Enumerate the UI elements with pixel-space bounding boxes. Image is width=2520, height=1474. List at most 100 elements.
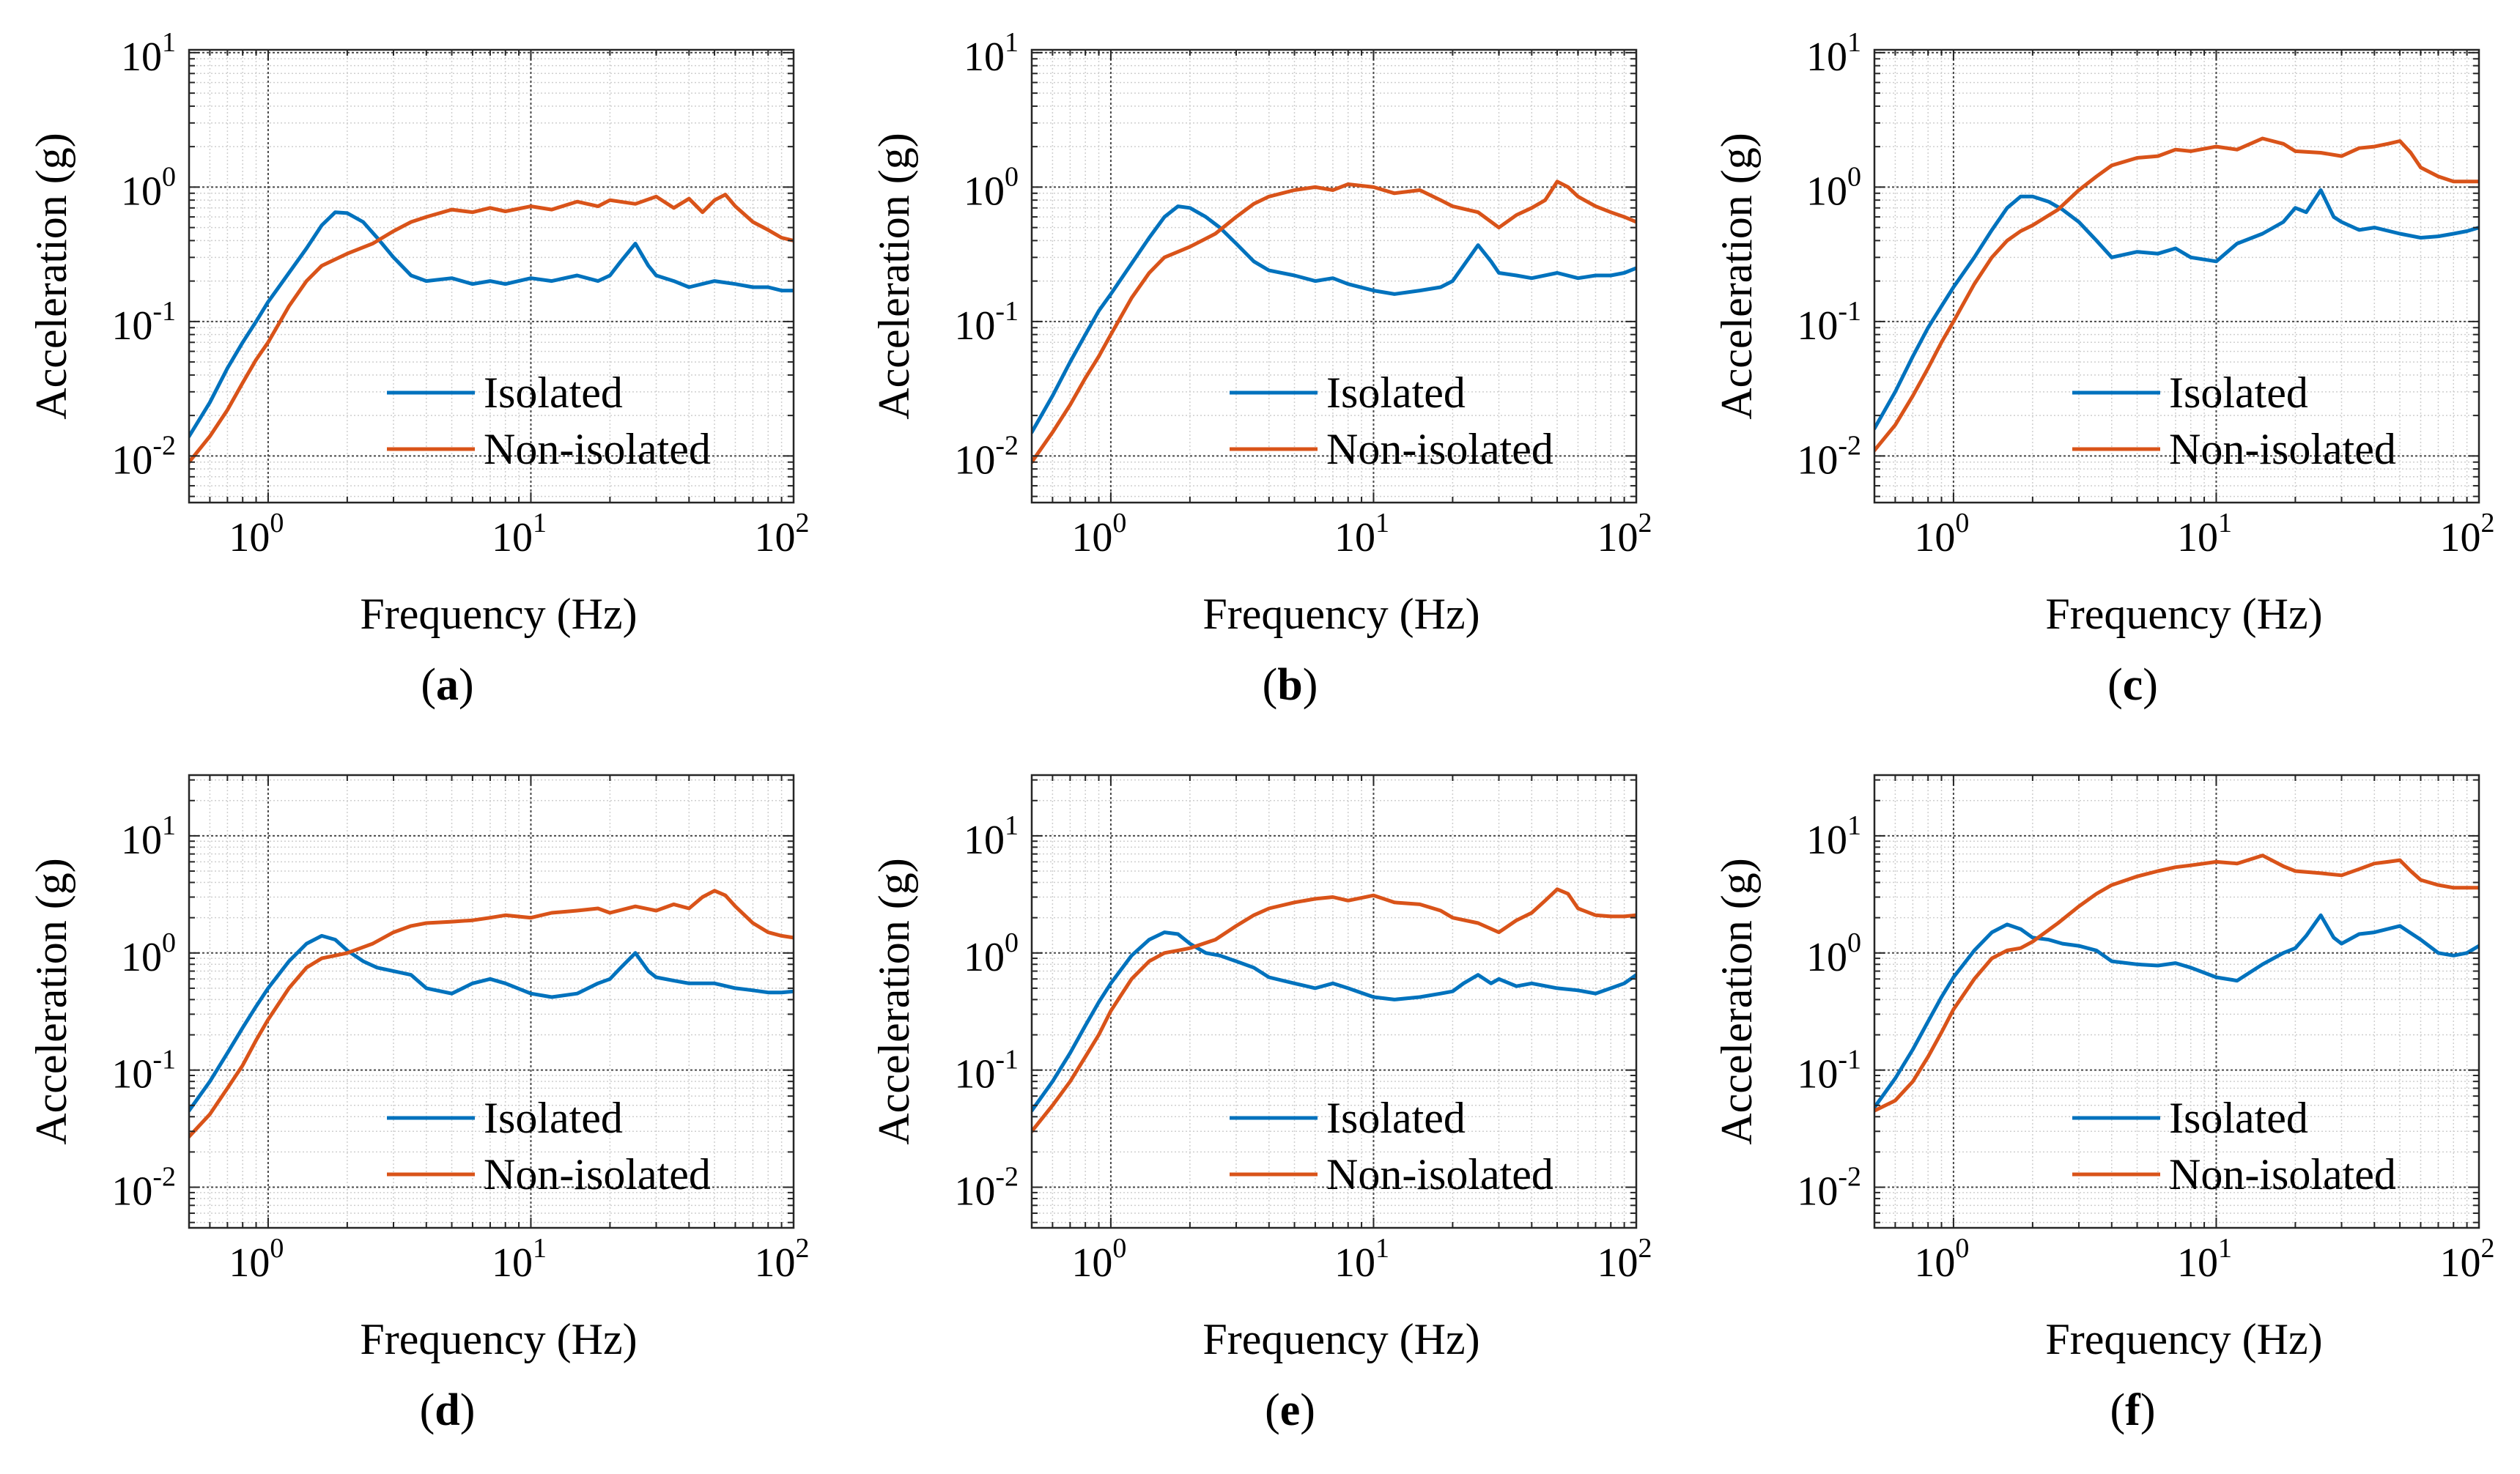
y-tick-label: 10-2 (1797, 1162, 1861, 1215)
plot-area (189, 775, 794, 1228)
y-tick-exponent: 1 (1005, 810, 1019, 841)
panel-caption-letter: f (2125, 1385, 2141, 1435)
tick-marks (1032, 775, 1636, 1228)
grid (1874, 50, 2479, 503)
y-tick-exponent: -2 (995, 430, 1019, 461)
series-line-non-isolated (189, 193, 794, 464)
y-tick-exponent: 0 (162, 161, 176, 192)
grid (189, 50, 794, 503)
x-tick-label: 101 (492, 508, 547, 560)
y-tick-base: 10 (964, 168, 1005, 214)
plot-area (189, 50, 794, 503)
axes-box (1873, 774, 2480, 1229)
grid (1032, 775, 1636, 1228)
y-tick-base: 10 (954, 303, 995, 349)
y-tick-base: 10 (1806, 168, 1847, 214)
x-tick-exponent: 1 (1375, 1233, 1389, 1264)
y-tick-label: 100 (121, 161, 176, 214)
y-tick-label: 10-1 (954, 1045, 1019, 1097)
y-tick-base: 10 (954, 1052, 995, 1097)
y-tick-label: 10-1 (1797, 296, 1861, 349)
legend-label-isolated: Isolated (1326, 368, 1466, 417)
legend-label-non-isolated: Non-isolated (1326, 425, 1553, 473)
axes-box (1873, 48, 2480, 504)
x-tick-base: 10 (492, 515, 533, 560)
x-tick-exponent: 0 (270, 1233, 284, 1264)
x-tick-label: 100 (1071, 1233, 1126, 1286)
y-tick-label: 100 (1806, 927, 1861, 980)
series-line-non-isolated (1874, 853, 2479, 1113)
axes-box (1030, 48, 1638, 504)
y-tick-exponent: -1 (152, 296, 176, 327)
panel-caption: (f) (2110, 1385, 2156, 1435)
x-tick-base: 10 (755, 1240, 796, 1286)
x-tick-exponent: 1 (1375, 508, 1389, 538)
grid (189, 775, 794, 1228)
x-tick-label: 101 (1334, 1233, 1389, 1286)
y-tick-label: 101 (121, 810, 176, 863)
x-tick-exponent: 0 (1955, 508, 1969, 538)
axes-box (1030, 774, 1638, 1229)
y-tick-base: 10 (121, 34, 162, 80)
y-tick-label: 10-2 (954, 1162, 1019, 1215)
y-tick-label: 101 (1806, 810, 1861, 863)
x-axis-label: Frequency (Hz) (1202, 1315, 1479, 1363)
series-line-non-isolated (1032, 887, 1636, 1133)
x-tick-label: 102 (1597, 508, 1652, 560)
y-tick-label: 101 (964, 810, 1019, 863)
x-tick-base: 10 (2177, 1240, 2218, 1286)
x-tick-base: 10 (2440, 515, 2481, 560)
axes-box (188, 774, 795, 1229)
x-tick-label: 101 (2177, 508, 2232, 560)
x-tick-exponent: 0 (1112, 508, 1126, 538)
x-tick-label: 100 (1071, 508, 1126, 560)
legend-label-isolated: Isolated (2169, 1094, 2308, 1142)
y-tick-label: 10-1 (111, 1045, 176, 1097)
x-tick-exponent: 1 (533, 1233, 547, 1264)
y-tick-base: 10 (111, 303, 152, 349)
y-axis-label: Acceleration (g) (870, 133, 918, 419)
y-tick-base: 10 (964, 935, 1005, 980)
series-group (1874, 853, 2479, 1113)
y-axis-label: Acceleration (g) (27, 858, 75, 1144)
y-tick-exponent: 0 (1005, 927, 1019, 958)
series-group (1032, 887, 1636, 1133)
y-tick-base: 10 (1806, 34, 1847, 80)
x-tick-base: 10 (1914, 1240, 1955, 1286)
x-tick-exponent: 2 (2481, 508, 2495, 538)
legend-label-isolated: Isolated (484, 1094, 623, 1142)
y-tick-exponent: -1 (152, 1045, 176, 1075)
series-group (189, 193, 794, 464)
x-tick-exponent: 0 (1955, 1233, 1969, 1264)
tick-marks (189, 50, 794, 503)
y-tick-exponent: -2 (152, 430, 176, 461)
y-tick-label: 10-1 (1797, 1045, 1861, 1097)
y-tick-base: 10 (121, 168, 162, 214)
y-tick-base: 10 (954, 437, 995, 483)
plot-area (1032, 775, 1636, 1228)
x-tick-base: 10 (229, 1240, 270, 1286)
y-tick-base: 10 (121, 818, 162, 863)
x-tick-exponent: 1 (533, 508, 547, 538)
x-tick-label: 101 (2177, 1233, 2232, 1286)
panel-caption: (d) (420, 1385, 476, 1435)
x-tick-label: 102 (2440, 508, 2495, 560)
panel-caption-letter: b (1277, 660, 1302, 710)
x-tick-base: 10 (1914, 515, 1955, 560)
y-tick-exponent: -2 (1838, 1162, 1861, 1193)
x-tick-label: 102 (755, 508, 810, 560)
y-tick-label: 10-2 (111, 430, 176, 483)
x-tick-exponent: 2 (796, 508, 810, 538)
y-tick-label: 10-2 (111, 1162, 176, 1215)
tick-marks (1874, 50, 2479, 503)
y-tick-label: 101 (1806, 27, 1861, 80)
x-tick-exponent: 1 (2218, 1233, 2232, 1264)
y-tick-label: 100 (964, 927, 1019, 980)
series-group (1032, 179, 1636, 464)
panel-caption-letter: a (436, 660, 459, 710)
